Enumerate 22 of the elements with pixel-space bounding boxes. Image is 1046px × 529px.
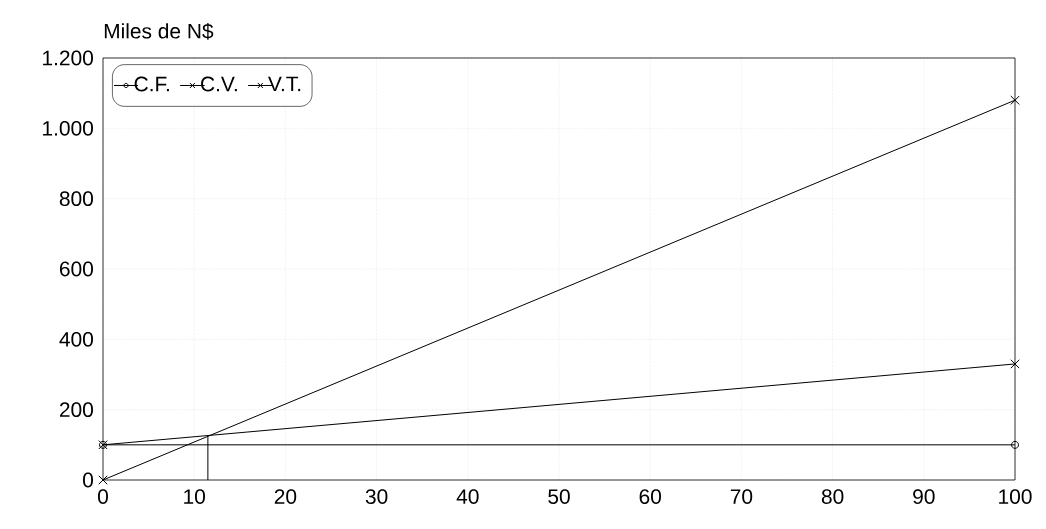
x-tick-label: 30 [365,489,388,504]
x-tick-label: 60 [639,489,662,504]
y-tick-label: 600 [59,261,93,277]
y-tick-label: 1.200 [43,50,93,66]
x-tick-label: 70 [730,489,753,504]
y-axis-title: Miles de N$ [104,22,214,40]
x-tick-label: 10 [184,489,206,504]
x-tick-label: 0 [97,489,108,504]
x-tick-label: 50 [548,489,570,504]
y-tick-label: 400 [59,331,93,347]
legend-label: V.T. [268,76,301,92]
y-tick-label: 0 [83,472,93,488]
x-tick-label: 20 [274,489,297,504]
legend-label: C.F. [134,76,169,92]
x-tick-label: 100 [999,489,1032,504]
y-tick-label: 1.000 [43,120,93,136]
x-tick-label: 90 [913,489,935,504]
y-tick-label: 200 [59,402,93,418]
x-tick-label: 80 [821,489,844,504]
y-tick-label: 800 [59,191,93,207]
legend-label: C.V. [201,76,237,92]
x-tick-label: 40 [456,489,479,504]
